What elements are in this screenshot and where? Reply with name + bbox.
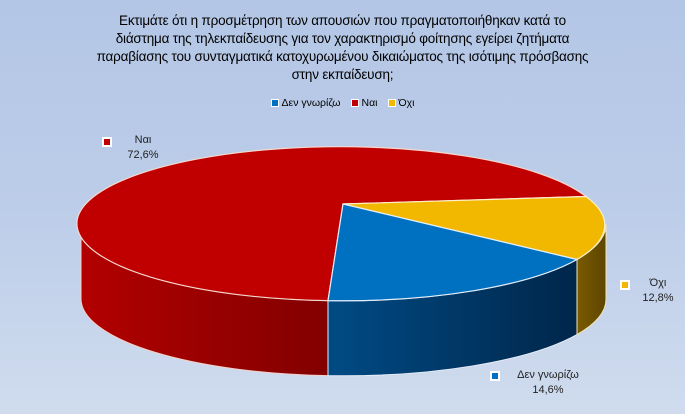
data-label-name: Όχι [649,277,667,289]
slice-ochi [342,195,606,261]
label-marker-nai-icon [102,137,112,147]
title-line-4: στην εκπαίδευση; [291,67,394,82]
legend-label: Δεν γνωρίζω [281,97,341,109]
slice-den-gnorizo [327,203,579,302]
legend-swatch-icon [350,99,359,107]
data-label-name: Δεν γνωρίζω [517,369,579,381]
data-label-nai: Ναι 72,6% [118,133,168,163]
legend-item-ochi: Όχι [387,97,415,109]
legend-swatch-icon [387,99,396,107]
data-label-den-gnorizo: Δεν γνωρίζω 14,6% [508,368,588,398]
data-label-value: 14,6% [532,384,564,396]
title-line-3: παραβίασης του συνταγματικά κατοχυρωμένο… [96,49,589,64]
label-marker-den-gnorizo-icon [490,371,500,381]
chart-legend: Δεν γνωρίζω Ναι Όχι [0,97,685,109]
slice-nai [76,146,588,302]
legend-swatch-icon [270,99,279,107]
title-line-2: διάστημα της τηλεκπαίδευσης για τον χαρα… [115,31,570,46]
data-label-value: 12,8% [642,292,674,304]
legend-item-nai: Ναι [350,97,378,109]
label-marker-ochi-icon [620,280,630,290]
legend-label: Όχι [398,97,415,109]
legend-label: Ναι [361,97,378,109]
data-label-ochi: Όχι 12,8% [636,276,680,306]
data-label-name: Ναι [134,134,152,146]
title-line-1: Εκτιμάτε ότι η προσμέτρηση των απουσιών … [119,13,566,28]
chart-title: Εκτιμάτε ότι η προσμέτρηση των απουσιών … [60,12,625,84]
data-label-value: 72,6% [127,149,159,161]
legend-item-den-gnorizo: Δεν γνωρίζω [270,97,341,109]
